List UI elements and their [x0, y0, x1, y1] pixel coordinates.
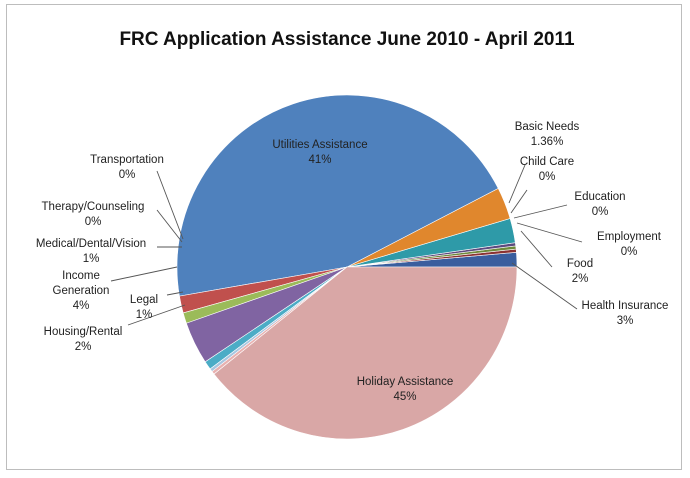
slice-label-income-generation: Income Generation 4%	[53, 270, 110, 312]
slice-name-label: Employment	[597, 231, 662, 243]
slice-name-label: Education	[574, 191, 625, 203]
slice-value-label: 0%	[539, 171, 556, 183]
slice-value-label: 1%	[136, 309, 153, 321]
slice-name-label: Housing/Rental	[44, 326, 123, 338]
slice-value-label: 1.36%	[531, 136, 564, 148]
slice-name-label: Transportation	[90, 154, 164, 166]
leader-line-transportation	[156, 170, 184, 240]
slice-label-child-care: Child Care 0%	[520, 156, 574, 183]
slice-value-label: 0%	[621, 246, 638, 258]
pie-slices	[176, 94, 518, 440]
slice-value-label: 0%	[85, 216, 102, 228]
slice-label-basic-needs: Basic Needs 1.36%	[515, 121, 580, 148]
slice-value-label: 0%	[119, 169, 136, 181]
leader-lines	[110, 164, 583, 326]
slice-name-label: Utilities Assistance	[272, 139, 367, 151]
leader-line-income-generation	[110, 266, 178, 282]
slice-name-label: Basic Needs	[515, 121, 580, 133]
chart-title: FRC Application Assistance June 2010 - A…	[119, 29, 575, 50]
slice-value-label: 45%	[393, 391, 416, 403]
slice-label-transportation: Transportation 0%	[90, 154, 164, 181]
slice-value-label: 2%	[75, 341, 92, 353]
slice-name-label: Child Care	[520, 156, 574, 168]
slice-label-health-insurance: Health Insurance 3%	[582, 300, 669, 327]
leader-line-employment	[516, 222, 583, 243]
slice-name-label: Food	[567, 258, 593, 270]
pie-chart: FRC Application Assistance June 2010 - A…	[36, 29, 669, 440]
slice-name-label: Medical/Dental/Vision	[36, 238, 146, 250]
slice-name-label: Therapy/Counseling	[42, 201, 145, 213]
leader-line-basic-needs	[508, 164, 526, 204]
leader-line-legal	[166, 291, 184, 296]
slice-name-label: Holiday Assistance	[357, 376, 454, 388]
slice-value-label: 2%	[572, 273, 589, 285]
slice-label-therapy-counseling: Therapy/Counseling 0%	[42, 201, 145, 228]
slice-label-food: Food 2%	[567, 258, 593, 285]
slice-value-label: 41%	[308, 154, 331, 166]
slice-name-label: Generation	[53, 285, 110, 297]
slice-value-label: 1%	[83, 253, 100, 265]
slice-value-label: 4%	[73, 300, 90, 312]
pie-slice-holiday-assistance	[176, 94, 499, 297]
slice-label-medical-dental-vision: Medical/Dental/Vision 1%	[36, 238, 146, 265]
slice-label-holiday-assistance: Holiday Assistance 45%	[357, 376, 454, 403]
chart-frame: FRC Application Assistance June 2010 - A…	[6, 4, 682, 470]
slice-label-employment: Employment 0%	[597, 231, 662, 258]
slice-name-label: Legal	[130, 294, 158, 306]
slice-name-label: Health Insurance	[582, 300, 669, 312]
slice-labels: Basic Needs 1.36%Child Care 0%Education 0%E…	[36, 121, 669, 403]
leader-line-food	[520, 230, 553, 268]
slice-value-label: 3%	[617, 315, 634, 327]
leader-line-housing-rental	[127, 304, 186, 326]
slice-label-legal: Legal 1%	[130, 294, 158, 321]
pie-slice-utilities-assistance	[213, 266, 518, 440]
leader-line-therapy-counseling	[156, 209, 183, 243]
slice-value-label: 0%	[592, 206, 609, 218]
slice-label-utilities-assistance: Utilities Assistance 41%	[272, 139, 367, 166]
leader-line-child-care	[510, 189, 528, 214]
slice-label-education: Education 0%	[574, 191, 625, 218]
leader-line-health-insurance	[511, 262, 578, 310]
slice-label-housing-rental: Housing/Rental 2%	[44, 326, 123, 353]
leader-line-education	[513, 204, 568, 219]
slice-name-label: Income	[62, 270, 100, 282]
